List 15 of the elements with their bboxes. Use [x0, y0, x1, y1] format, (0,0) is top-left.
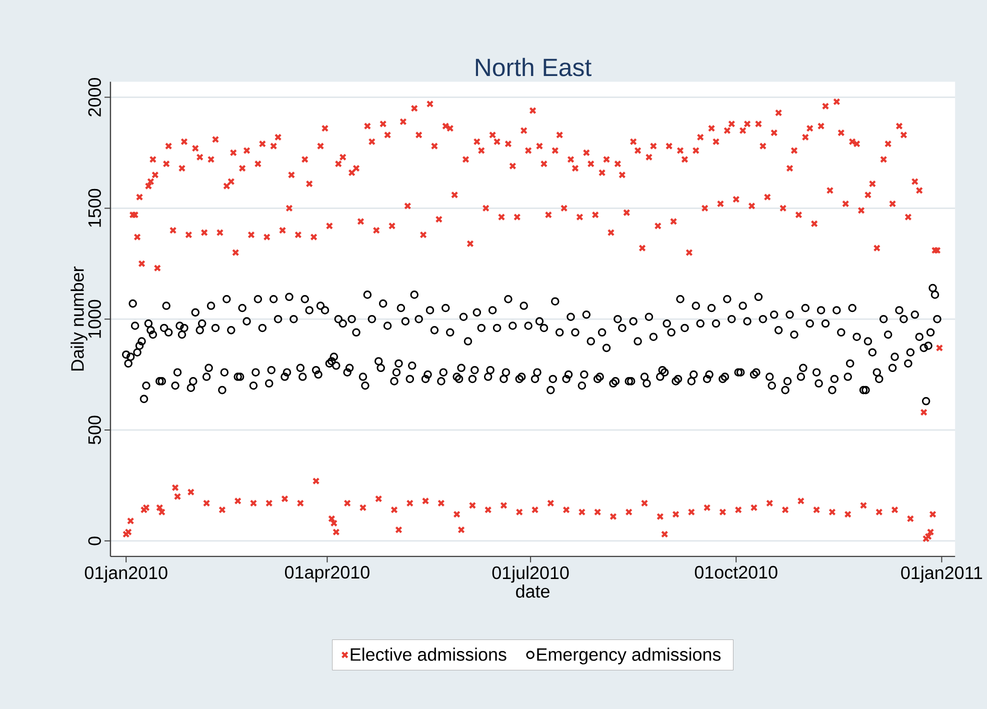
x-tick-label: 01jan2010 [84, 566, 168, 583]
x-axis-title: date [516, 584, 550, 598]
y-tick-label: 500 [88, 416, 101, 444]
x-tick-label: 01oct2010 [694, 566, 778, 579]
legend-label: Emergency admissions [537, 648, 721, 664]
y-tick-label: 0 [88, 536, 101, 546]
y-tick-label: 1000 [88, 300, 101, 338]
x-tick-label: 01jul2010 [492, 566, 569, 583]
x-tick-label: 01apr2010 [285, 566, 370, 582]
y-tick-label: 1500 [88, 188, 101, 227]
legend-label: Elective admissions [350, 648, 506, 661]
chart-title: North East [476, 58, 592, 76]
y-tick-label: 2000 [88, 78, 101, 116]
x-tick-label: 01jan2011 [901, 566, 982, 583]
y-axis-title: Daily number [70, 266, 88, 370]
